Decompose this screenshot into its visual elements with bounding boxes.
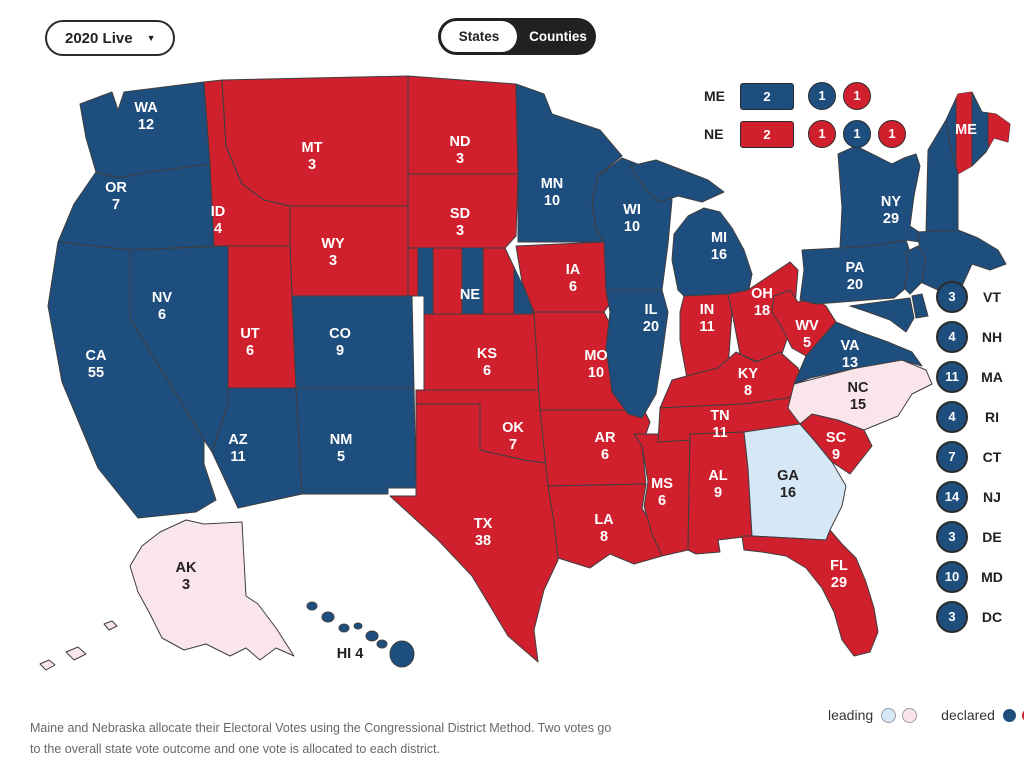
- legend-declared-label: declared: [941, 707, 995, 723]
- small-state-row-MD[interactable]: 10 MD: [936, 561, 1005, 593]
- small-state-abbr: RI: [985, 409, 999, 425]
- state-label-HI: HI 4: [337, 646, 364, 662]
- small-state-row-DC[interactable]: 3 DC: [936, 601, 1005, 633]
- split-legend-state-label: NE: [704, 126, 724, 142]
- electoral-votes-badge: 3: [936, 281, 968, 313]
- state-shape-nj[interactable]: [903, 245, 927, 295]
- footnote-text: Maine and Nebraska allocate their Electo…: [30, 720, 612, 756]
- declared-dem-swatch: [1002, 708, 1016, 722]
- year-dropdown[interactable]: 2020 Live ▼: [45, 20, 176, 56]
- small-state-abbr: DC: [981, 609, 1003, 625]
- district-vote-badge: 1: [808, 82, 836, 110]
- state-PA[interactable]: [799, 239, 911, 305]
- state-NE[interactable]: [407, 246, 535, 316]
- legend-leading-label: leading: [828, 707, 874, 723]
- electoral-votes-badge: 3: [936, 521, 968, 553]
- state-FL[interactable]: [741, 529, 879, 657]
- small-state-row-NH[interactable]: 4 NH: [936, 321, 1005, 353]
- small-state-abbr: DE: [982, 529, 1002, 545]
- state-TX[interactable]: [389, 403, 559, 663]
- small-state-abbr: NJ: [983, 489, 1001, 505]
- district-vote-badge: 1: [843, 120, 871, 148]
- district-vote-badge: 1: [878, 120, 906, 148]
- electoral-votes-badge: 11: [936, 361, 968, 393]
- state-shape-de[interactable]: [911, 293, 929, 319]
- toggle-option-counties[interactable]: Counties: [529, 29, 587, 44]
- state-shape-md[interactable]: [849, 297, 915, 333]
- state-KS[interactable]: [423, 313, 541, 391]
- chevron-down-icon: ▼: [146, 32, 156, 43]
- state-IL[interactable]: [605, 289, 669, 419]
- state-VA[interactable]: [793, 321, 923, 385]
- district-vote-badge: 1: [808, 120, 836, 148]
- leading-rep-swatch: [902, 707, 918, 723]
- at-large-votes-badge: 2: [740, 82, 794, 110]
- leading-dem-swatch: [881, 707, 897, 723]
- small-state-row-RI[interactable]: 4 RI: [936, 401, 1005, 433]
- state-OR[interactable]: [57, 163, 215, 251]
- toggle-option-states[interactable]: States: [441, 21, 517, 52]
- state-AR[interactable]: [539, 409, 651, 487]
- electoral-votes-badge: 14: [936, 481, 968, 513]
- state-IA[interactable]: [515, 241, 615, 313]
- electoral-votes-badge: 4: [936, 401, 968, 433]
- state-AK[interactable]: [39, 519, 295, 671]
- state-CO[interactable]: [291, 295, 415, 389]
- state-WY[interactable]: [289, 205, 413, 297]
- small-state-abbr: NH: [981, 329, 1003, 345]
- small-state-row-MA[interactable]: 11 MA: [936, 361, 1005, 393]
- electoral-votes-badge: 10: [936, 561, 968, 593]
- small-state-abbr: VT: [983, 289, 1001, 305]
- map-legend: leading declared: [828, 707, 1024, 723]
- state-NM[interactable]: [295, 387, 417, 495]
- year-dropdown-label: 2020 Live: [65, 29, 133, 47]
- state-LA[interactable]: [547, 483, 663, 569]
- state-ND[interactable]: [407, 75, 519, 175]
- electoral-votes-badge: 7: [936, 441, 968, 473]
- small-state-abbr: MD: [981, 569, 1003, 585]
- view-toggle[interactable]: States Counties: [438, 18, 596, 55]
- split-legend-state-label: ME: [704, 88, 725, 104]
- small-state-row-CT[interactable]: 7 CT: [936, 441, 1005, 473]
- small-state-row-VT[interactable]: 3 VT: [936, 281, 1005, 313]
- state-NY[interactable]: [837, 145, 941, 249]
- declared-rep-swatch: [1021, 708, 1024, 722]
- small-state-row-DE[interactable]: 3 DE: [936, 521, 1005, 553]
- electoral-votes-badge: 4: [936, 321, 968, 353]
- split-legend-row-NE: NE 2 1 1 1: [704, 120, 913, 148]
- district-vote-badge: 1: [843, 82, 871, 110]
- small-state-row-NJ[interactable]: 14 NJ: [936, 481, 1005, 513]
- electoral-votes-badge: 3: [936, 601, 968, 633]
- state-MI[interactable]: [629, 159, 753, 297]
- small-state-abbr: MA: [981, 369, 1003, 385]
- small-state-abbr: CT: [982, 449, 1002, 465]
- state-MT[interactable]: [221, 75, 409, 207]
- state-SD[interactable]: [407, 173, 519, 249]
- split-legend-row-ME: ME 2 1 1: [704, 82, 878, 110]
- state-HI[interactable]: [306, 601, 415, 668]
- at-large-votes-badge: 2: [740, 120, 794, 148]
- state-UT[interactable]: [227, 245, 297, 389]
- states-layer: [39, 75, 1011, 671]
- state-WA[interactable]: [79, 81, 211, 179]
